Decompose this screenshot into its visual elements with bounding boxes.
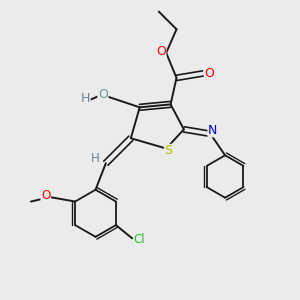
Text: H: H [80, 92, 90, 105]
Text: Cl: Cl [134, 233, 145, 246]
Text: S: S [165, 144, 172, 158]
Text: O: O [156, 45, 166, 58]
Text: H: H [91, 152, 100, 165]
Text: O: O [205, 67, 214, 80]
Text: O: O [98, 88, 108, 101]
Text: O: O [41, 189, 50, 202]
Text: N: N [208, 124, 218, 137]
